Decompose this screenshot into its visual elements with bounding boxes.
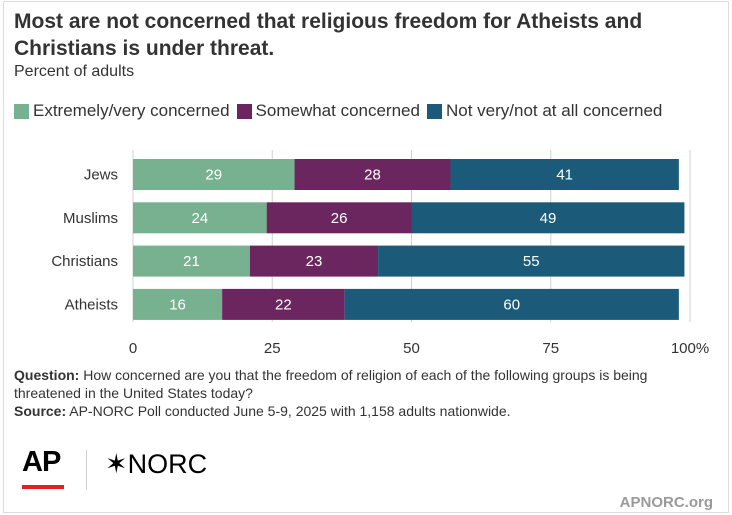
bar-christians-series-2 — [378, 245, 685, 277]
stacked-bar-chart: 0 25 50 75 100% Jews 29 28 41 Muslims 24 26 49 Christ… — [51, 150, 709, 357]
bar-muslims-series-0 — [133, 202, 267, 234]
bar-atheists-series-2 — [344, 288, 679, 320]
x-tick-label-3: 75 — [542, 340, 559, 357]
source-label: Source: — [14, 403, 67, 419]
norc-logo: ✶NORC — [105, 449, 207, 479]
bar-atheists-series-0 — [133, 288, 223, 320]
data-label-atheists-series-2: 60 — [503, 296, 520, 313]
x-tick-label-2: 50 — [403, 340, 420, 357]
legend-label-not-very: Not very/not at all concerned — [445, 101, 663, 120]
ap-logo-underline — [22, 485, 64, 489]
data-label-muslims-series-0: 24 — [191, 210, 208, 227]
legend-label-extremely-very: Extremely/very concerned — [33, 101, 230, 120]
data-label-jews-series-1: 28 — [364, 167, 381, 184]
logo-divider — [86, 450, 87, 490]
bar-jews-series-2 — [450, 159, 679, 190]
x-tick-label-1: 25 — [264, 340, 281, 357]
legend-label-somewhat: Somewhat concerned — [255, 101, 420, 120]
chart-title: Most are not concerned that religious fr… — [14, 10, 643, 60]
category-label-muslims: Muslims — [63, 210, 118, 227]
x-tick-label-4: 100% — [671, 340, 709, 357]
x-tick-label-0: 0 — [129, 340, 137, 357]
data-label-jews-series-0: 29 — [205, 167, 222, 184]
norc-logo-text: NORC — [127, 449, 208, 479]
bar-jews-series-0 — [133, 159, 295, 190]
legend-swatch-not-very — [426, 103, 442, 119]
data-label-muslims-series-1: 26 — [331, 210, 348, 227]
norc-star-icon: ✶ — [105, 449, 128, 479]
source-note: Source: AP-NORC Poll conducted June 5-9,… — [14, 402, 714, 420]
legend-item-not-very: Not very/not at all concerned — [426, 101, 663, 121]
source-text: AP-NORC Poll conducted June 5-9, 2025 wi… — [69, 403, 511, 419]
category-label-christians: Christians — [51, 253, 118, 270]
data-label-jews-series-2: 41 — [556, 167, 573, 184]
category-label-jews: Jews — [84, 167, 118, 184]
ap-logo-text: AP — [22, 446, 61, 478]
site-url: APNORC.org — [619, 494, 713, 511]
bar-christians-series-1 — [249, 245, 379, 277]
question-text: How concerned are you that the freedom o… — [14, 367, 648, 401]
data-label-christians-series-2: 55 — [523, 253, 540, 270]
legend-item-extremely-very: Extremely/very concerned — [14, 101, 230, 121]
legend-item-somewhat: Somewhat concerned — [236, 101, 420, 121]
bar-jews-series-1 — [294, 159, 451, 190]
bar-christians-series-0 — [133, 245, 250, 277]
legend-swatch-somewhat — [236, 103, 252, 119]
data-label-christians-series-1: 23 — [306, 253, 323, 270]
chart-subtitle: Percent of adults — [14, 63, 135, 80]
bar-muslims-series-1 — [266, 202, 412, 234]
category-label-atheists: Atheists — [65, 296, 118, 313]
data-label-christians-series-0: 21 — [183, 253, 200, 270]
question-label: Question: — [14, 367, 80, 383]
data-label-atheists-series-0: 16 — [169, 296, 186, 313]
chart-frame — [3, 1, 729, 513]
bar-muslims-series-2 — [411, 202, 685, 234]
legend: Extremely/very concerned Somewhat concer… — [14, 101, 662, 121]
legend-swatch-extremely-very — [14, 103, 29, 119]
ap-logo: AP — [22, 446, 64, 489]
question-note: Question: How concerned are you that the… — [14, 366, 714, 402]
data-label-atheists-series-1: 22 — [275, 296, 292, 313]
chart-notes: Question: How concerned are you that the… — [14, 366, 714, 420]
data-label-muslims-series-2: 49 — [540, 210, 557, 227]
bar-atheists-series-1 — [222, 288, 345, 320]
